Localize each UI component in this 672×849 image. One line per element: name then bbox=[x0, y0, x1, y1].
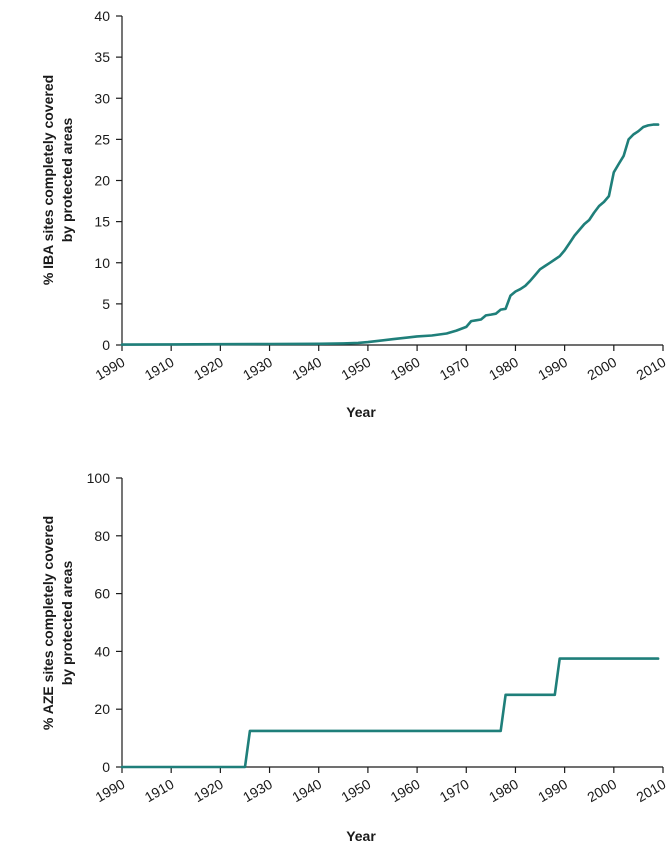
y-tick-label: 20 bbox=[94, 701, 110, 717]
x-tick-label: 2000 bbox=[584, 354, 619, 384]
y-axis-title: % AZE sites completely covered by protec… bbox=[40, 516, 75, 730]
y-tick-label: 15 bbox=[94, 214, 110, 230]
y-axis-title-line-1: % AZE sites completely covered bbox=[40, 516, 56, 730]
y-tick-label: 40 bbox=[94, 8, 110, 24]
y-tick-label: 30 bbox=[94, 90, 110, 106]
y-axis-title-line-2: by protected areas bbox=[59, 118, 75, 243]
x-tick-label: 1950 bbox=[338, 776, 373, 806]
x-tick-label: 1950 bbox=[338, 354, 373, 384]
x-tick-label: 2010 bbox=[634, 776, 669, 806]
y-tick-label: 20 bbox=[94, 173, 110, 189]
x-tick-label: 1940 bbox=[289, 354, 324, 384]
x-tick-label: 1970 bbox=[437, 354, 472, 384]
x-ticks: 1990 1910 1920 1930 1940 1950 1960 1970 1980 1990… bbox=[93, 345, 669, 383]
x-tick-label: 1930 bbox=[240, 354, 275, 384]
y-tick-label: 25 bbox=[94, 131, 110, 147]
x-tick-label: 1910 bbox=[142, 776, 177, 806]
x-tick-label: 1960 bbox=[388, 354, 423, 384]
axes bbox=[121, 16, 663, 346]
x-tick-label: 1980 bbox=[486, 354, 521, 384]
series-line bbox=[120, 657, 660, 769]
x-tick-label: 2010 bbox=[634, 354, 669, 384]
y-axis-title-line-2: by protected areas bbox=[59, 561, 75, 686]
y-tick-label: 100 bbox=[87, 470, 111, 486]
x-tick-label: 1960 bbox=[388, 776, 423, 806]
y-tick-label: 80 bbox=[94, 528, 110, 544]
iba-coverage-chart: % IBA sites completely covered by protec… bbox=[40, 8, 669, 420]
y-tick-label: 35 bbox=[94, 49, 110, 65]
series bbox=[120, 657, 660, 769]
x-tick-label: 1930 bbox=[240, 776, 275, 806]
y-tick-label: 5 bbox=[102, 296, 110, 312]
series bbox=[120, 123, 660, 346]
axes bbox=[121, 478, 663, 768]
x-tick-label: 1910 bbox=[142, 354, 177, 384]
y-tick-label: 0 bbox=[102, 337, 110, 353]
x-tick-label: 1990 bbox=[535, 776, 570, 806]
x-tick-label: 1990 bbox=[93, 776, 128, 806]
aze-coverage-chart: % AZE sites completely covered by protec… bbox=[40, 470, 669, 844]
x-tick-label: 1990 bbox=[93, 354, 128, 384]
y-axis-title: % IBA sites completely covered by protec… bbox=[40, 75, 75, 285]
y-ticks: 0 5 10 15 20 25 30 35 40 bbox=[94, 8, 122, 353]
y-tick-label: 0 bbox=[102, 759, 110, 775]
y-tick-label: 60 bbox=[94, 586, 110, 602]
x-tick-label: 1940 bbox=[289, 776, 324, 806]
series-line bbox=[120, 123, 660, 346]
y-tick-label: 40 bbox=[94, 643, 110, 659]
y-ticks: 0 20 40 60 80 100 bbox=[87, 470, 122, 775]
x-axis-title: Year bbox=[346, 404, 376, 420]
y-tick-label: 10 bbox=[94, 255, 110, 271]
x-tick-label: 1980 bbox=[486, 776, 521, 806]
y-axis-title-line-1: % IBA sites completely covered bbox=[40, 75, 56, 285]
x-tick-label: 1970 bbox=[437, 776, 472, 806]
x-axis-title: Year bbox=[346, 828, 376, 844]
x-tick-label: 1920 bbox=[191, 776, 226, 806]
x-tick-label: 1990 bbox=[535, 354, 570, 384]
x-ticks: 1990 1910 1920 1930 1940 1950 1960 1970 1980 1990… bbox=[93, 767, 669, 805]
x-tick-label: 1920 bbox=[191, 354, 226, 384]
x-tick-label: 2000 bbox=[584, 776, 619, 806]
